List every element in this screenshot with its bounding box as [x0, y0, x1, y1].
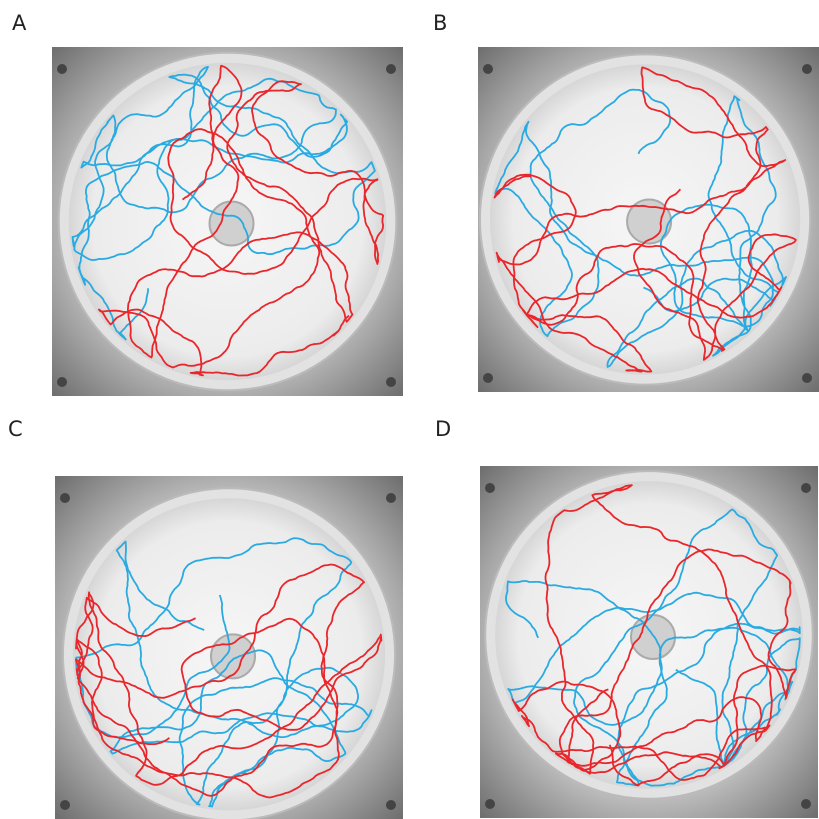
screw	[57, 377, 67, 387]
screw	[483, 373, 493, 383]
screw	[60, 493, 70, 503]
screw	[802, 64, 812, 74]
screw	[485, 799, 495, 809]
panel-image	[52, 47, 403, 396]
center-object	[211, 634, 255, 678]
screw	[386, 493, 396, 503]
panel-label: B	[433, 11, 447, 35]
panel-image	[478, 47, 819, 392]
screw	[386, 377, 396, 387]
center-object	[631, 615, 675, 659]
screw	[485, 483, 495, 493]
screw	[801, 483, 811, 493]
screw	[386, 800, 396, 810]
screw	[386, 64, 396, 74]
screw	[802, 373, 812, 383]
panel-label: D	[435, 417, 451, 441]
screw	[483, 64, 493, 74]
panel-image	[55, 476, 403, 819]
screw	[801, 799, 811, 809]
panel-label: C	[8, 417, 23, 441]
page: A B C D (() => { const data = JSON.parse…	[0, 0, 819, 819]
panel-image	[480, 466, 818, 818]
figure: A B C D	[0, 0, 819, 819]
screw	[60, 800, 70, 810]
center-object	[210, 202, 254, 246]
screw	[57, 64, 67, 74]
panel-label: A	[12, 11, 27, 35]
